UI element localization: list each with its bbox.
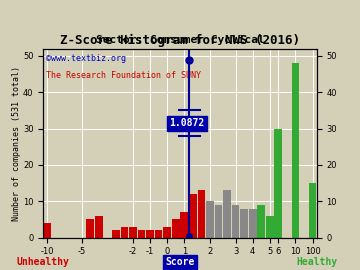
Bar [189,194,197,238]
Bar [95,216,103,238]
Bar [215,205,222,238]
Text: Unhealthy: Unhealthy [17,257,69,267]
Bar [292,63,299,238]
Bar [146,230,154,238]
Bar [121,227,128,238]
Text: Healthy: Healthy [296,257,337,267]
Bar [86,220,94,238]
Bar [138,230,145,238]
Bar [232,205,239,238]
Text: Sector: Consumer Cyclical: Sector: Consumer Cyclical [96,35,264,45]
Bar [112,230,120,238]
Bar [249,208,257,238]
Title: Z-Score Histogram for NWS (2016): Z-Score Histogram for NWS (2016) [60,34,300,48]
Bar [155,230,162,238]
Bar [240,208,248,238]
Bar [163,227,171,238]
Bar [44,223,51,238]
Bar [198,190,205,238]
Bar [172,220,180,238]
Bar [129,227,137,238]
Bar [309,183,316,238]
Bar [180,212,188,238]
Text: ©www.textbiz.org: ©www.textbiz.org [46,54,126,63]
Y-axis label: Number of companies (531 total): Number of companies (531 total) [13,66,22,221]
Text: 1.0872: 1.0872 [169,118,204,128]
Bar [206,201,214,238]
Bar [274,129,282,238]
Bar [257,205,265,238]
Bar [223,190,231,238]
Bar [266,216,274,238]
Text: The Research Foundation of SUNY: The Research Foundation of SUNY [46,71,201,80]
Text: Score: Score [165,257,195,267]
